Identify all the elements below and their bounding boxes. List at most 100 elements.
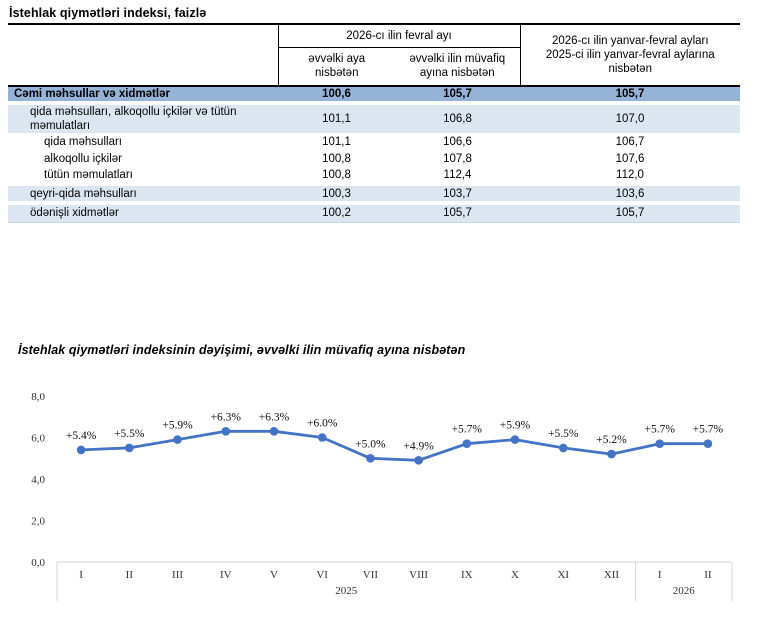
data-point (655, 438, 664, 448)
table-row: Cəmi məhsullar və xidmətlər 100,6 105,7 105… (8, 86, 740, 103)
data-label: +5.0% (355, 438, 386, 450)
x-tick-label: XI (557, 569, 569, 581)
data-label: +6.0% (307, 417, 338, 429)
year-label-2025: 2025 (335, 585, 358, 597)
data-label: +5.2% (596, 434, 627, 446)
y-tick-label: 4,0 (31, 474, 45, 486)
row-value: 105,7 (520, 86, 740, 103)
data-point (317, 432, 327, 442)
row-label: qeyri-qida məhsulları (8, 182, 278, 203)
col-header-ytd: 2026-cı ilin yanvar-fevral ayları 2025-c… (519, 24, 740, 86)
data-point (173, 434, 182, 444)
data-label: +6.3% (259, 411, 290, 423)
col-header-mom: əvvəlki aya nisbətən (308, 53, 366, 80)
y-tick-label: 0,0 (31, 557, 45, 569)
table-body: Cəmi məhsullar və xidmətlər 100,6 105,7 105… (8, 86, 740, 223)
table-row: alkoqollu içkilər 100,8 107,8 107,6 (8, 150, 740, 167)
cpi-table: 2026-cı ilin fevral ayı 2026-cı ilin yan… (8, 23, 740, 223)
data-point (510, 434, 520, 444)
row-label: qida məhsulları (8, 133, 278, 150)
x-tick-label: III (172, 569, 183, 581)
data-label: +5.5% (114, 427, 145, 439)
table-header: 2026-cı ilin fevral ayı 2026-cı ilin yan… (8, 24, 740, 86)
data-point (703, 438, 713, 448)
y-tick-label: 2,0 (31, 515, 45, 527)
col-group-header-label: 2026-cı ilin fevral ayı (346, 29, 452, 42)
data-point (76, 445, 86, 454)
data-label: +4.9% (403, 440, 434, 452)
corner-cell (8, 24, 279, 86)
row-label: ödənişli xidmətlər (8, 201, 278, 223)
row-value: 106,8 (395, 101, 520, 133)
row-value: 100,6 (278, 86, 395, 103)
row-value: 100,3 (278, 182, 395, 203)
y-tick-label: 8,0 (31, 391, 45, 403)
table-row: ödənişli xidmətlər 100,2 105,7 105,7 (8, 201, 740, 223)
row-label: tütün məmulatları (8, 167, 278, 184)
data-label: +6.3% (211, 411, 242, 423)
series-line (79, 429, 710, 462)
row-value: 107,0 (520, 101, 740, 133)
y-tick-label: 6,0 (31, 432, 45, 444)
table-row: tütün məmulatları 100,8 112,4 112,0 (8, 167, 740, 184)
x-tick-label: II (704, 569, 712, 581)
x-tick-label: V (270, 569, 278, 581)
x-tick-label: VII (363, 569, 379, 581)
data-point (607, 449, 616, 458)
x-tick-label: X (511, 569, 519, 581)
x-tick-label: VI (316, 569, 328, 581)
data-label: +5.7% (693, 423, 724, 435)
x-tick-label: II (126, 569, 134, 581)
row-value: 101,1 (278, 133, 395, 150)
table-row: qida məhsulları, alkoqollu içkilər və tü… (8, 101, 740, 133)
table-row: qeyri-qida məhsulları 100,3 103,7 103,6 (8, 182, 740, 203)
data-label: +5.7% (452, 423, 483, 435)
row-value: 106,6 (395, 133, 520, 150)
row-label: Cəmi məhsullar və xidmətlər (8, 86, 278, 103)
col-header-yoy: əvvəlki ilin müvafiq ayına nisbətən (409, 53, 506, 80)
row-value: 103,7 (395, 182, 520, 203)
row-value: 100,8 (278, 167, 395, 184)
data-label: +5.4% (66, 429, 97, 441)
row-value: 112,4 (395, 167, 520, 184)
data-label: +5.9% (162, 419, 193, 431)
table-row: qida məhsulları 101,1 106,6 106,7 (8, 133, 740, 150)
data-point (221, 426, 231, 436)
data-point (269, 426, 279, 436)
row-value: 103,6 (520, 182, 740, 203)
data-point (559, 443, 568, 452)
row-value: 107,8 (395, 150, 520, 167)
row-value: 105,7 (520, 201, 740, 223)
row-value: 112,0 (520, 167, 740, 184)
row-value: 107,6 (520, 150, 740, 167)
x-tick-label: IV (220, 569, 232, 581)
row-value: 105,7 (395, 86, 520, 103)
row-label: qida məhsulları, alkoqollu içkilər və tü… (8, 101, 278, 133)
x-tick-label: I (658, 569, 662, 581)
cpi-chart: 0,02,04,06,08,0I II III IV V VI VII VIII IX X XI XI… (31, 391, 733, 601)
x-tick-label: XII (604, 569, 620, 581)
chart-area: 0,0 2,0 4,0 6,0 8,0 I II III IV V VI VII VIII IX X XI XI… (9, 384, 756, 621)
x-tick-label: VIII (409, 569, 428, 581)
col-header-ytd-line2: 2025-ci ilin yanvar-fevral aylarına nisb… (545, 49, 715, 75)
chart-title: İstehlak qiymətləri indeksinin dəyişimi,… (18, 342, 466, 357)
row-value: 100,8 (278, 150, 395, 167)
row-value: 101,1 (278, 101, 395, 133)
x-tick-label: IX (461, 569, 473, 581)
data-label: +5.7% (644, 423, 675, 435)
row-label: alkoqollu içkilər (8, 150, 278, 167)
row-value: 105,7 (395, 201, 520, 223)
data-point (414, 455, 423, 465)
data-point (462, 438, 472, 448)
row-value: 100,2 (278, 201, 395, 223)
data-point (366, 453, 375, 463)
col-header-ytd-line1: 2026-cı ilin yanvar-fevral ayları (551, 35, 709, 47)
data-label: +5.9% (500, 419, 531, 431)
row-value: 106,7 (520, 133, 740, 150)
year-label-2026: 2026 (673, 585, 696, 597)
data-point (125, 443, 134, 452)
data-label: +5.5% (548, 427, 579, 439)
x-tick-label: I (79, 569, 83, 581)
col-group-header: 2026-cı ilin fevral ayı (278, 24, 520, 48)
